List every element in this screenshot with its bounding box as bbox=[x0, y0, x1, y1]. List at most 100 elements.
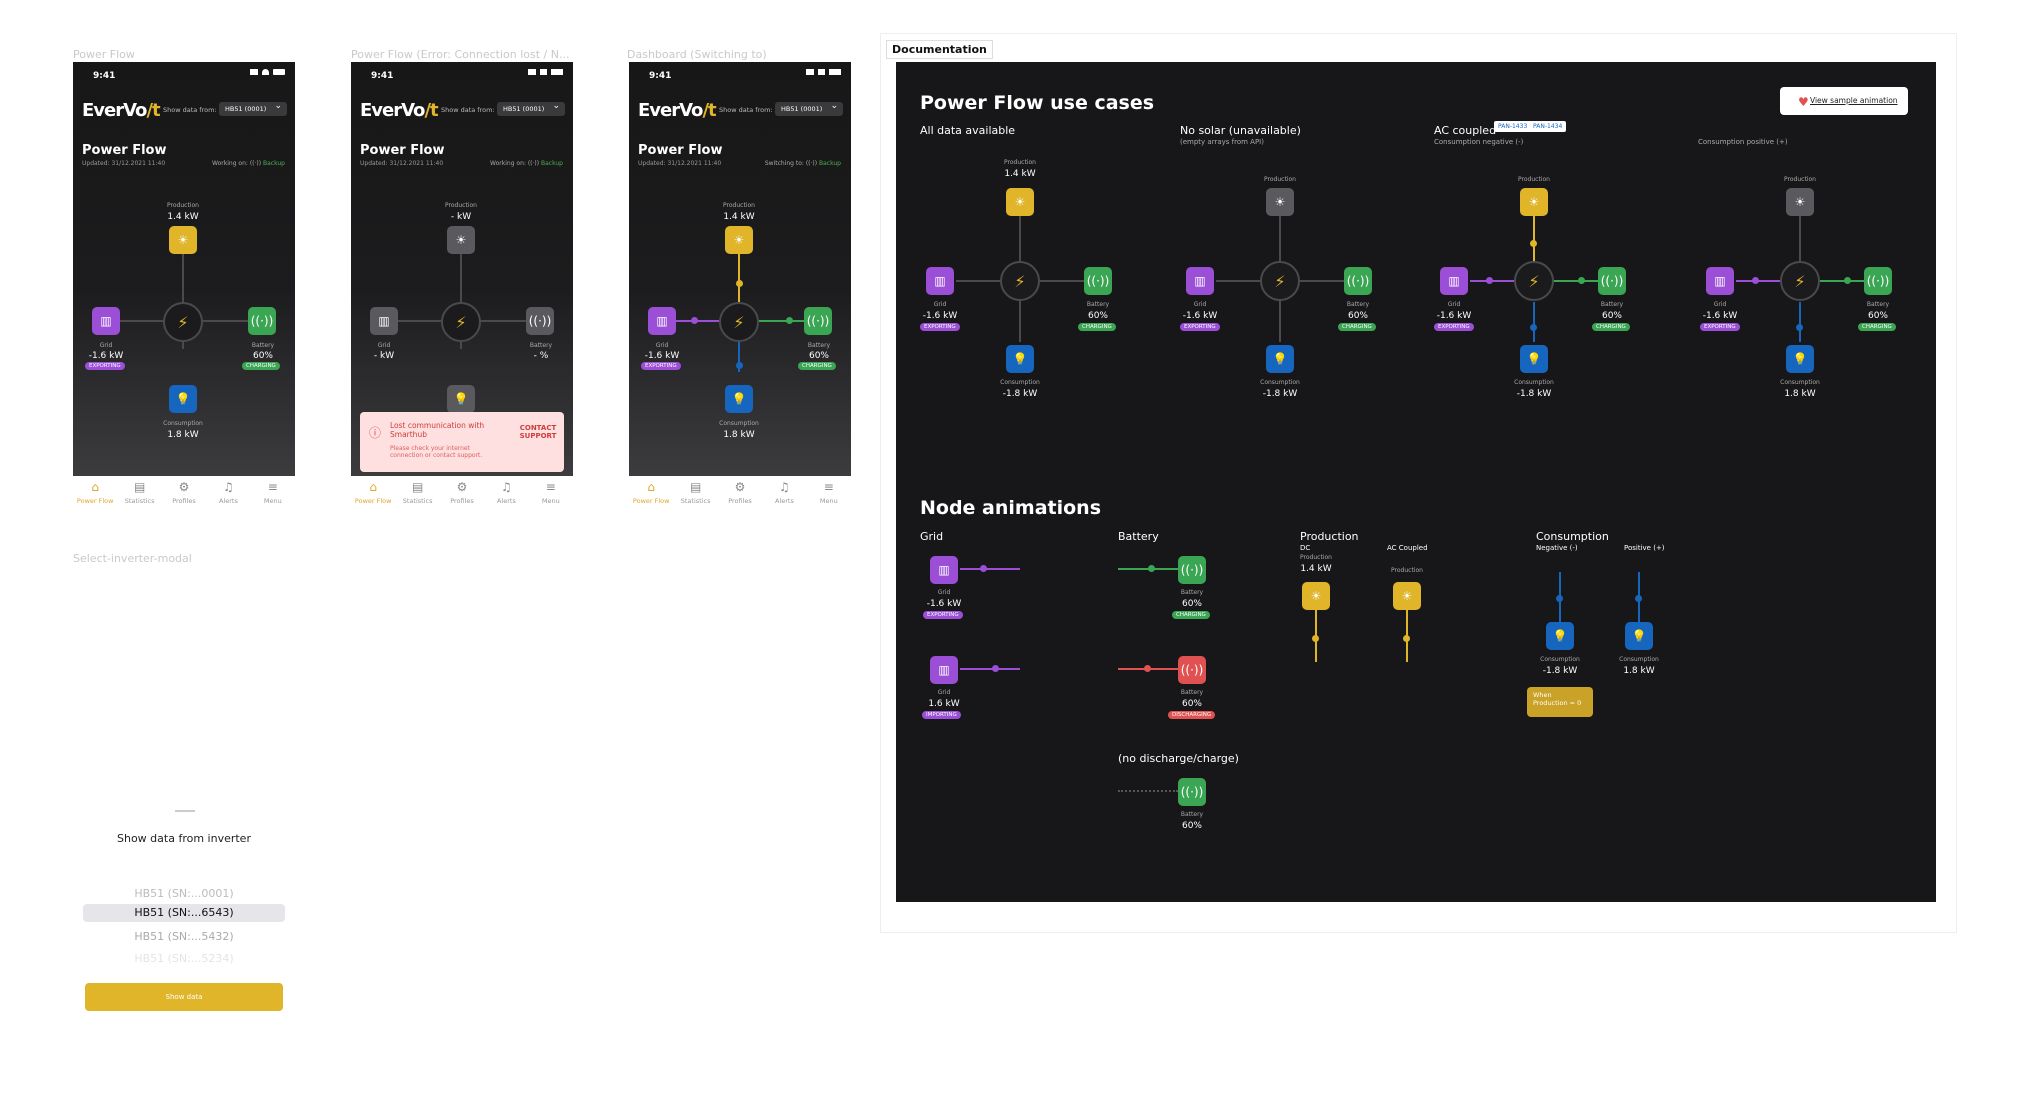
view-animation-button[interactable]: View sample animation bbox=[1780, 87, 1908, 115]
production-value: 1.4 kW bbox=[1004, 169, 1036, 179]
tab-profiles[interactable]: ⚙ Profiles bbox=[440, 480, 484, 518]
consumption-label: Consumption bbox=[719, 420, 759, 427]
grid-value: -1.6 kW bbox=[926, 599, 962, 609]
phone-power-flow: 9:41 EverVo/t Show data from: HB51 (0001… bbox=[73, 62, 295, 476]
bolt-icon: ⚡ bbox=[441, 302, 481, 342]
battery-label: Battery bbox=[1180, 689, 1204, 696]
status-badge: EXPORTING bbox=[85, 362, 125, 370]
working-on: Working on: ((·)) Backup bbox=[212, 160, 285, 167]
grid-label: Grid bbox=[937, 589, 951, 596]
inverter-option-selected[interactable]: HB51 (SN:...6543) bbox=[83, 904, 285, 922]
contact-support-button[interactable]: CONTACT SUPPORT bbox=[519, 424, 557, 440]
status-icons bbox=[528, 69, 563, 75]
tab-alerts[interactable]: ♫ Alerts bbox=[762, 480, 806, 518]
chart-icon: ▤ bbox=[411, 480, 424, 494]
tab-statistics[interactable]: ▤ Statistics bbox=[395, 480, 439, 518]
tab-power-flow[interactable]: ⌂ Power Flow bbox=[351, 480, 395, 518]
production-label: Production bbox=[723, 202, 755, 209]
case-sublabel: Consumption negative (-) bbox=[1434, 138, 1524, 146]
consumption-value: -1.8 kW bbox=[1542, 666, 1578, 676]
updated-time: Updated: 31/12.2021 11:40 bbox=[360, 160, 444, 167]
grid-icon: ▥ bbox=[1186, 267, 1214, 295]
tab-power-flow[interactable]: ⌂ Power Flow bbox=[73, 480, 117, 518]
gear-icon: ⚙ bbox=[178, 480, 190, 494]
grid-value: -1.6 kW bbox=[644, 351, 680, 361]
grid-icon: ▥ bbox=[930, 556, 958, 584]
documentation-frame bbox=[880, 33, 1957, 933]
page-title: Power Flow bbox=[360, 143, 445, 158]
error-title: Lost communication with Smarthub bbox=[390, 421, 485, 439]
alert-icon: ⓘ bbox=[369, 426, 382, 440]
tab-menu[interactable]: ≡ Menu bbox=[529, 480, 573, 518]
battery-label: Battery bbox=[1600, 301, 1624, 308]
grid-label: Grid bbox=[655, 342, 669, 349]
grid-icon: ▥ bbox=[92, 307, 120, 335]
battery-icon: ((·)) bbox=[1178, 778, 1206, 806]
battery-icon: ((·)) bbox=[1178, 656, 1206, 684]
frame-label-modal: Select-inverter-modal bbox=[73, 552, 192, 565]
grid-icon: ▥ bbox=[1440, 267, 1468, 295]
tab-alerts[interactable]: ♫ Alerts bbox=[206, 480, 250, 518]
grid-label: Grid bbox=[933, 301, 947, 308]
inverter-option[interactable]: HB51 (SN:...5234) bbox=[134, 952, 234, 965]
sun-icon: ☀ bbox=[1302, 582, 1330, 610]
home-icon: ⌂ bbox=[647, 480, 656, 494]
grid-value: 1.6 kW bbox=[928, 699, 960, 709]
inverter-selector[interactable]: HB51 (0001) bbox=[497, 99, 565, 116]
tab-power-flow[interactable]: ⌂ Power Flow bbox=[629, 480, 673, 518]
frame-label-dashboard: Dashboard (Switching to) bbox=[627, 48, 767, 61]
status-badge: CHARGING bbox=[1858, 323, 1896, 331]
production-label: Production bbox=[1518, 176, 1550, 183]
production-label: Production bbox=[1004, 159, 1036, 166]
error-body: Please check your internet connection or… bbox=[390, 445, 483, 459]
inverter-selector[interactable]: HB51 (0001) bbox=[219, 99, 287, 116]
tab-statistics[interactable]: ▤ Statistics bbox=[673, 480, 717, 518]
consumption-label: Consumption bbox=[163, 420, 203, 427]
grid-value: -1.6 kW bbox=[1436, 311, 1472, 321]
grid-icon: ▥ bbox=[370, 307, 398, 335]
show-data-button[interactable]: Show data bbox=[85, 983, 283, 1011]
menu-icon: ≡ bbox=[823, 480, 834, 494]
status-icons bbox=[806, 69, 841, 75]
bulb-icon: 💡 bbox=[1520, 345, 1548, 373]
tab-alerts[interactable]: ♫ Alerts bbox=[484, 480, 528, 518]
sun-icon: ☀ bbox=[725, 226, 753, 254]
tab-profiles[interactable]: ⚙ Profiles bbox=[162, 480, 206, 518]
status-badge: CHARGING bbox=[242, 362, 280, 370]
inverter-option[interactable]: HB51 (SN:...0001) bbox=[134, 887, 234, 900]
tab-menu[interactable]: ≡ Menu bbox=[807, 480, 851, 518]
grid-value: -1.6 kW bbox=[88, 351, 124, 361]
battery-label: Battery bbox=[807, 342, 831, 349]
page-title: Power Flow bbox=[638, 143, 723, 158]
sun-icon: ☀ bbox=[169, 226, 197, 254]
home-icon: ⌂ bbox=[91, 480, 100, 494]
documentation-panel: Power Flow use cases View sample animati… bbox=[896, 62, 1936, 902]
battery-icon: ((·)) bbox=[1598, 267, 1626, 295]
gear-icon: ⚙ bbox=[456, 480, 468, 494]
production-label: Production bbox=[445, 202, 477, 209]
status-badge: EXPORTING bbox=[1434, 323, 1474, 331]
battery-label: Battery bbox=[1180, 589, 1204, 596]
tab-statistics[interactable]: ▤ Statistics bbox=[117, 480, 161, 518]
tab-menu[interactable]: ≡ Menu bbox=[251, 480, 295, 518]
case-label: All data available bbox=[920, 124, 1016, 137]
sun-icon: ☀ bbox=[1006, 188, 1034, 216]
bell-icon: ♫ bbox=[779, 480, 790, 494]
drag-handle[interactable] bbox=[175, 810, 195, 812]
battery-value: 60% bbox=[1181, 699, 1202, 709]
battery-icon: ((·)) bbox=[526, 307, 554, 335]
bulb-icon: 💡 bbox=[447, 385, 475, 413]
inverter-option[interactable]: HB51 (SN:...5432) bbox=[134, 930, 234, 943]
sun-icon: ☀ bbox=[1266, 188, 1294, 216]
grid-icon: ▥ bbox=[930, 656, 958, 684]
updated-time: Updated: 31/12.2021 11:40 bbox=[82, 160, 166, 167]
tab-profiles[interactable]: ⚙ Profiles bbox=[718, 480, 762, 518]
jira-tags[interactable]: PAN-1433 PAN-1434 bbox=[1494, 121, 1567, 132]
battery-icon: ((·)) bbox=[1084, 267, 1112, 295]
grid-icon: ▥ bbox=[1706, 267, 1734, 295]
inverter-selector[interactable]: HB51 (0001) bbox=[775, 99, 843, 116]
anim-label-battery: Battery bbox=[1118, 530, 1159, 543]
battery-icon: ((·)) bbox=[1178, 556, 1206, 584]
idle-line bbox=[1118, 790, 1178, 792]
bolt-icon: ⚡ bbox=[1000, 261, 1040, 301]
